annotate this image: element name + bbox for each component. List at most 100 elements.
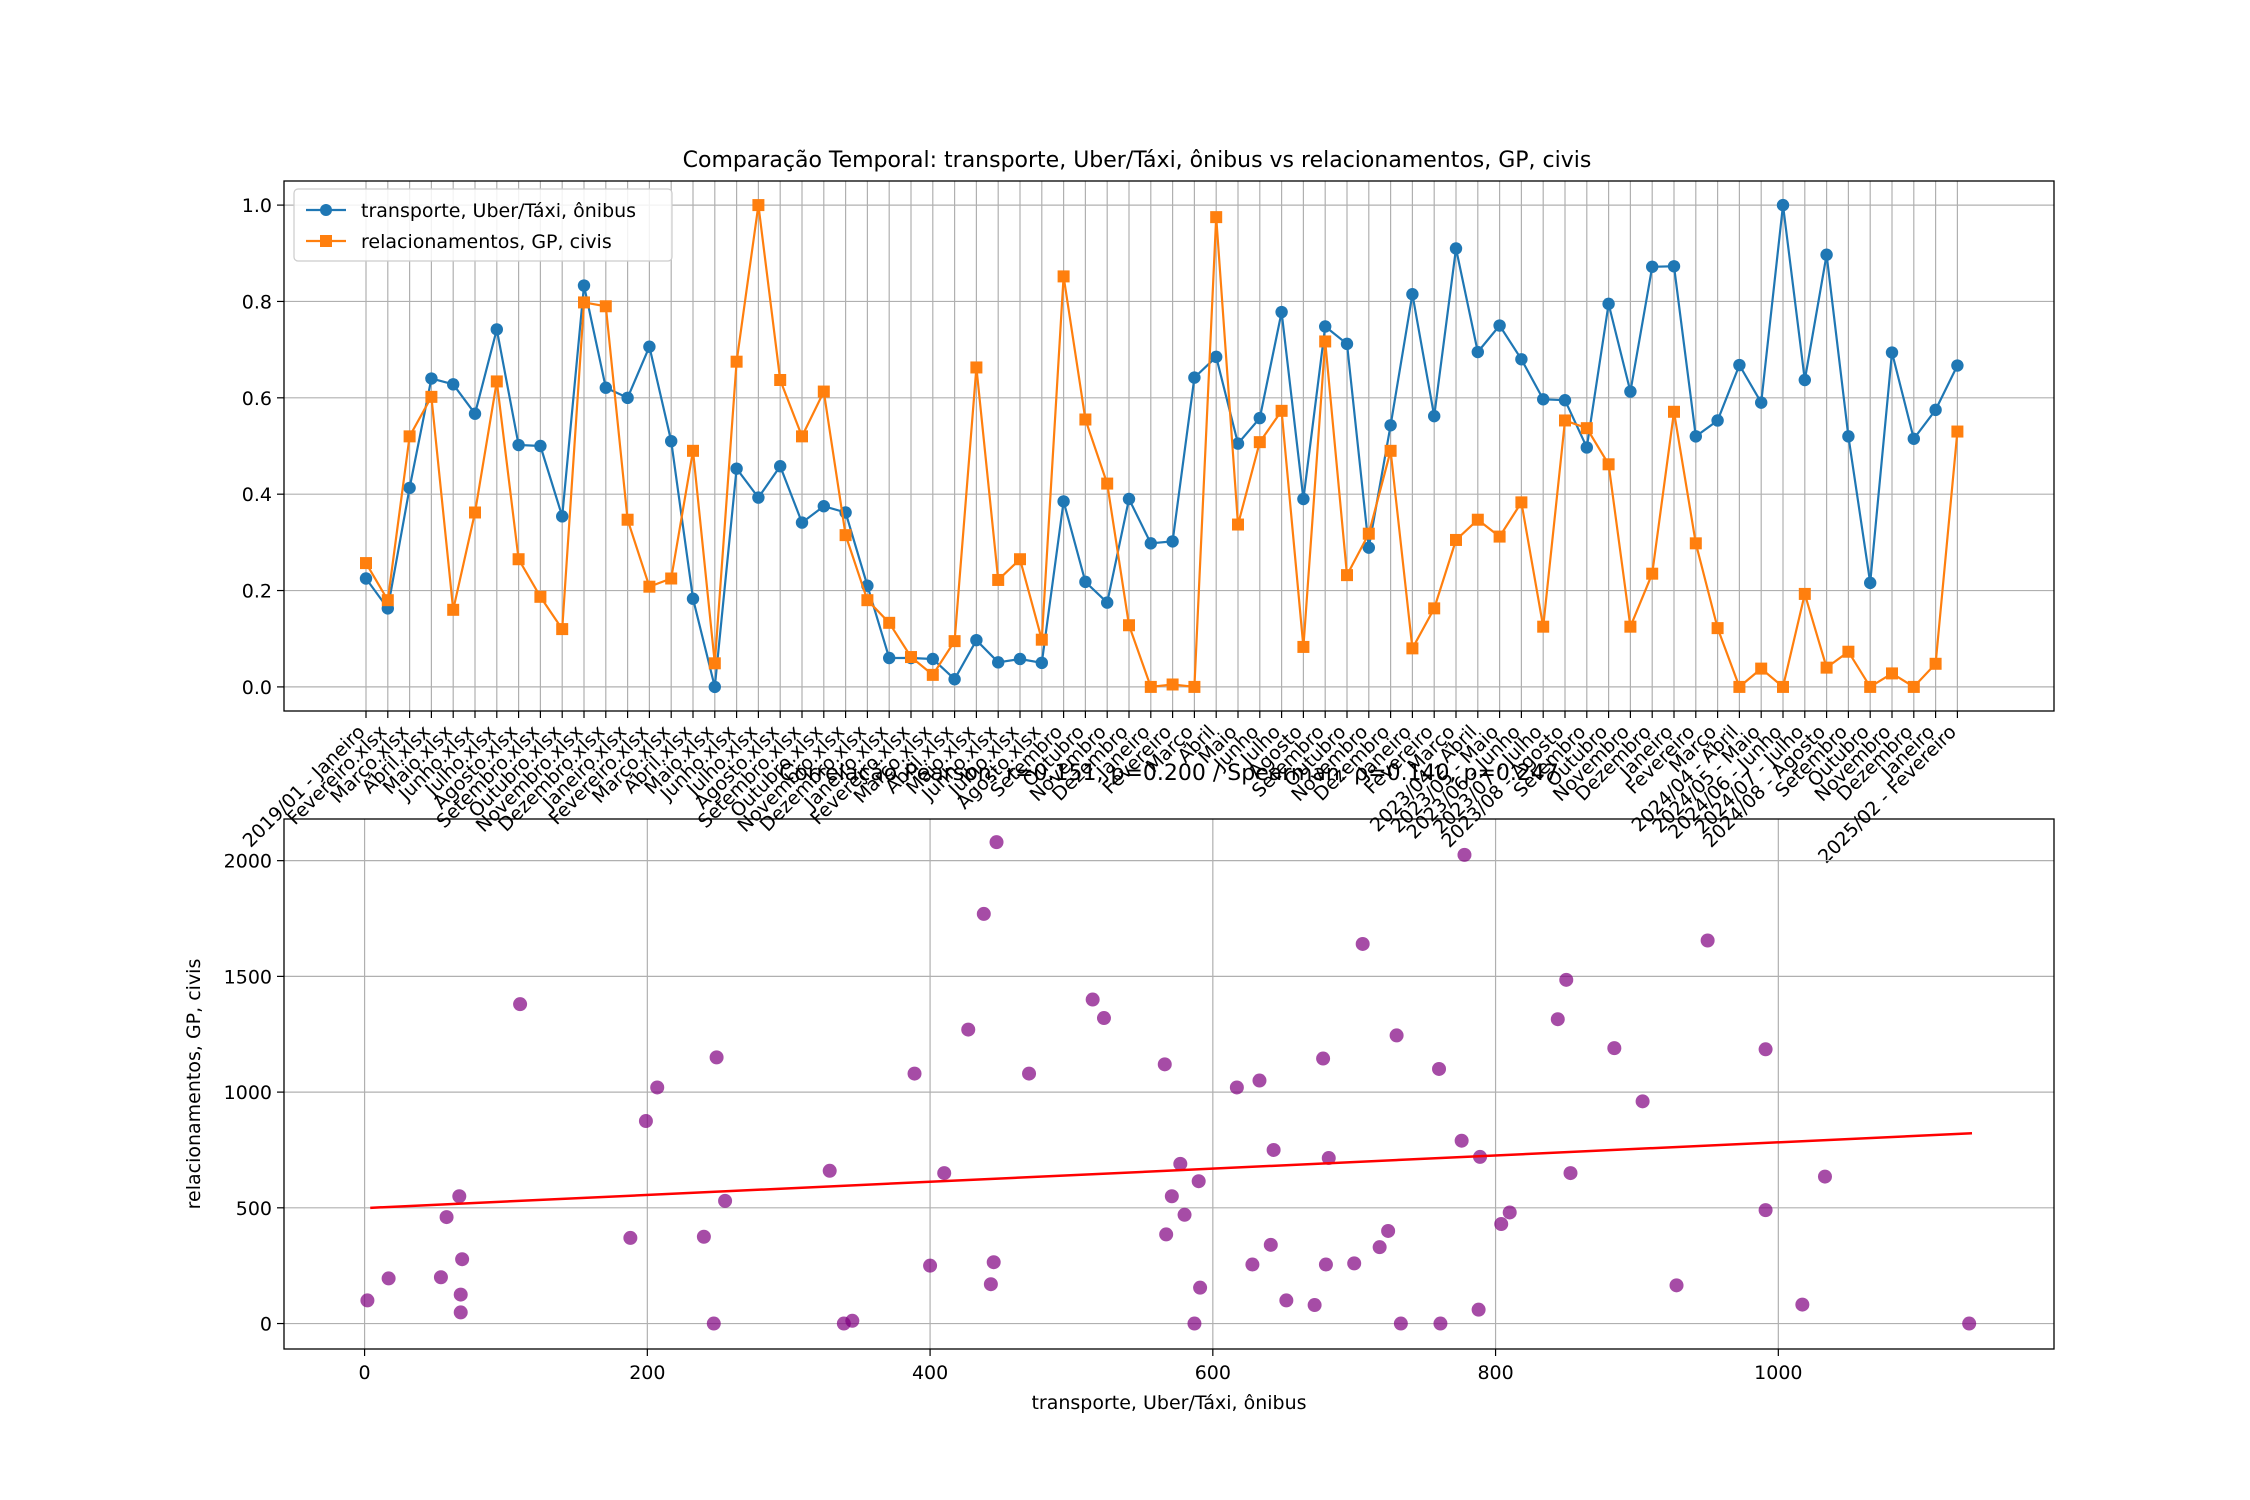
data-point	[665, 434, 678, 448]
scatter-point	[1795, 1297, 1810, 1312]
data-point	[1035, 656, 1049, 670]
x-tick-label: 0	[359, 1362, 371, 1384]
data-point	[926, 652, 939, 666]
data-point	[1777, 680, 1789, 693]
data-point	[1646, 260, 1659, 273]
data-point	[817, 385, 830, 398]
data-point	[1667, 260, 1681, 273]
data-point	[1798, 587, 1811, 600]
scatter-point	[1389, 1028, 1404, 1043]
scatter-point	[513, 997, 528, 1012]
data-point	[774, 373, 787, 386]
data-point	[1689, 537, 1702, 550]
scatter-point	[1173, 1156, 1188, 1171]
scatter-chart-title: Correlação Pearson: r=0.151, p=0.200 / S…	[779, 761, 1559, 786]
data-point	[1428, 602, 1441, 615]
line-chart-series	[359, 198, 1964, 694]
legend-item-relacionamentos: relacionamentos, GP, civis	[306, 231, 612, 253]
scatter-chart-x-axis: 0 200 400 600 800 1000	[359, 1349, 1803, 1384]
scatter-point	[845, 1313, 860, 1328]
line-chart-legend: transporte, Uber/Táxi, ônibus relacionam…	[293, 188, 673, 262]
data-point	[425, 390, 438, 403]
scatter-point	[1393, 1316, 1408, 1331]
data-point	[556, 623, 569, 636]
data-point	[752, 199, 765, 212]
scatter-point	[1432, 1061, 1447, 1076]
scatter-point	[1096, 1011, 1111, 1026]
scatter-point	[1193, 1280, 1208, 1295]
scatter-chart-y-axis: 0 500 1000 1500 2000	[224, 851, 284, 1336]
scatter-point	[1316, 1051, 1331, 1066]
data-point	[1319, 320, 1332, 333]
x-tick-label: 400	[912, 1362, 948, 1384]
scatter-point	[1164, 1189, 1179, 1204]
data-point	[534, 590, 547, 603]
data-point	[1580, 441, 1594, 454]
scatter-point	[1381, 1223, 1396, 1238]
data-point	[1602, 458, 1615, 471]
data-point	[948, 635, 961, 648]
scatter-point	[1266, 1142, 1281, 1157]
legend-label: relacionamentos, GP, civis	[361, 231, 612, 253]
data-point	[621, 513, 634, 526]
data-point	[1253, 436, 1266, 449]
data-point	[1471, 513, 1484, 526]
data-point	[447, 603, 460, 616]
scatter-point	[623, 1230, 638, 1245]
scatter-point	[1962, 1316, 1977, 1331]
data-point	[687, 444, 699, 457]
line-chart-frame	[283, 180, 2055, 712]
data-point	[1057, 270, 1070, 283]
data-point	[1013, 652, 1027, 666]
series-line	[365, 204, 1959, 688]
data-point	[381, 594, 394, 607]
data-point	[1166, 535, 1179, 548]
y-tick-label: 0	[260, 1314, 272, 1336]
data-point	[1275, 404, 1288, 417]
scatter-chart: 0 500 1000 1500 2000 0 200 400 600 800 1000 Corre…	[183, 761, 2055, 1414]
legend-item-transporte: transporte, Uber/Táxi, ônibus	[306, 200, 636, 222]
data-point	[1231, 437, 1245, 450]
data-point	[992, 656, 1005, 669]
data-point	[1951, 425, 1964, 438]
scatter-point	[1550, 1012, 1565, 1027]
data-point	[599, 300, 612, 313]
data-point	[1340, 337, 1354, 351]
data-point	[1471, 345, 1485, 359]
x-tick-label: 200	[629, 1362, 665, 1384]
data-point	[1951, 359, 1964, 372]
x-tick-label: 800	[1477, 1362, 1513, 1384]
data-point	[1101, 596, 1114, 609]
scatter-point	[1347, 1256, 1362, 1271]
data-point	[905, 651, 917, 664]
data-point	[1558, 394, 1572, 407]
y-tick-label: 0.8	[242, 291, 272, 313]
scatter-point	[822, 1163, 837, 1178]
series-line	[365, 204, 1959, 689]
data-point	[1275, 305, 1288, 319]
data-point	[774, 460, 787, 473]
data-point	[1624, 620, 1637, 633]
scatter-point	[1245, 1257, 1260, 1272]
y-tick-label: 1500	[224, 966, 272, 988]
data-point	[948, 673, 961, 686]
data-point	[992, 573, 1005, 586]
scatter-point	[718, 1193, 733, 1208]
data-point	[469, 506, 481, 519]
data-point	[1384, 419, 1397, 432]
scatter-point	[696, 1229, 711, 1244]
scatter-point	[1159, 1227, 1174, 1242]
data-point	[1123, 619, 1135, 632]
scatter-point	[1321, 1151, 1336, 1166]
scatter-point	[381, 1271, 396, 1286]
data-point	[643, 340, 656, 353]
y-tick-label: 0.2	[242, 581, 272, 603]
scatter-point	[1085, 992, 1100, 1007]
scatter-point	[1454, 1133, 1469, 1148]
data-point	[970, 361, 983, 374]
data-point	[403, 481, 416, 495]
scatter-trendline	[370, 1132, 1973, 1210]
data-point	[1450, 533, 1462, 546]
data-point	[1188, 680, 1201, 693]
scatter-point	[1177, 1207, 1192, 1222]
